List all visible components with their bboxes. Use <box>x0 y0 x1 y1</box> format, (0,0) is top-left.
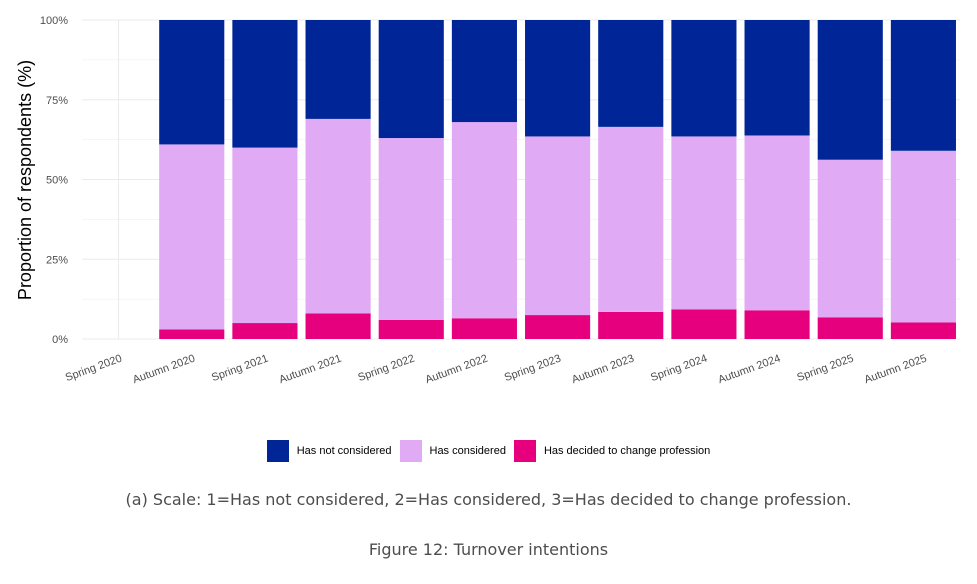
bar-segment <box>890 20 956 151</box>
bar-segment <box>817 317 883 339</box>
y-axis-label: Proportion of respondents (%) <box>15 60 35 300</box>
bar-segment <box>525 136 591 316</box>
bar-segment <box>451 20 517 123</box>
x-tick-label: Autumn 2025 <box>863 353 929 387</box>
legend-label: Has decided to change profession <box>543 445 711 457</box>
legend-swatch <box>266 440 289 462</box>
legend-label: Has not considered <box>296 445 392 457</box>
bar-segment <box>598 20 664 127</box>
bar-segment <box>671 309 737 339</box>
x-tick-label: Autumn 2023 <box>570 353 636 387</box>
bar-segment <box>159 329 225 339</box>
x-tick-label: Spring 2021 <box>210 353 270 385</box>
y-tick-label: 50% <box>46 175 68 187</box>
bar-segment <box>232 20 298 148</box>
x-tick-label: Spring 2024 <box>649 353 709 385</box>
bar-segment <box>159 144 225 330</box>
legend-label: Has considered <box>429 445 506 457</box>
bar-segment <box>744 135 810 311</box>
bar-segment <box>598 311 664 339</box>
bars <box>159 20 956 339</box>
x-tick-label: Spring 2020 <box>64 353 124 385</box>
bar-segment <box>451 122 517 319</box>
legend-item-has-not-considered: Has not considered <box>266 440 392 462</box>
legend-swatch <box>513 440 536 462</box>
legend: Has not considered Has considered Has de… <box>0 440 977 462</box>
x-tick-label: Autumn 2022 <box>424 353 490 387</box>
bar-segment <box>744 20 810 136</box>
bar-segment <box>890 150 956 323</box>
bar-segment <box>671 136 737 310</box>
y-tick-label: 100% <box>40 15 68 27</box>
figure-note: (a) Scale: 1=Has not considered, 2=Has c… <box>125 490 852 509</box>
legend-item-has-considered: Has considered <box>399 440 506 462</box>
legend-item-has-decided: Has decided to change profession <box>513 440 711 462</box>
bar-segment <box>744 310 810 339</box>
x-tick-label: Autumn 2021 <box>278 353 344 387</box>
bar-segment <box>525 315 591 339</box>
bar-segment <box>525 20 591 137</box>
bar-segment <box>159 20 225 145</box>
bar-segment <box>232 147 298 324</box>
y-tick-label: 0% <box>52 334 68 346</box>
x-tick-label: Spring 2023 <box>503 353 563 385</box>
legend-swatch <box>399 440 422 462</box>
bar-segment <box>451 318 517 339</box>
x-axis-ticks: Spring 2020 Autumn 2020 Spring 2021 Autumn … <box>64 353 929 387</box>
bar-segment <box>671 20 737 137</box>
bar-segment <box>305 313 371 339</box>
bar-segment <box>598 126 664 312</box>
bar-segment <box>890 322 956 339</box>
x-tick-label: Autumn 2020 <box>131 353 197 387</box>
y-axis-ticks: 0% 25% 50% 75% 100% <box>40 15 68 346</box>
x-tick-label: Spring 2025 <box>795 353 855 385</box>
bar-segment <box>817 20 883 160</box>
bar-segment <box>378 138 444 320</box>
x-tick-label: Spring 2022 <box>356 353 416 385</box>
bar-segment <box>305 118 371 314</box>
y-tick-label: 75% <box>46 95 68 107</box>
bar-segment <box>817 159 883 318</box>
y-tick-label: 25% <box>46 254 68 266</box>
figure-caption: Figure 12: Turnover intentions <box>368 540 609 559</box>
stacked-bar-chart: 0% 25% 50% 75% 100% Spring 2020 Autumn 2020 Sp… <box>15 15 960 387</box>
bar-segment <box>232 323 298 339</box>
x-tick-label: Autumn 2024 <box>717 353 783 387</box>
bar-segment <box>378 319 444 339</box>
bar-segment <box>305 20 371 119</box>
bar-segment <box>378 20 444 139</box>
